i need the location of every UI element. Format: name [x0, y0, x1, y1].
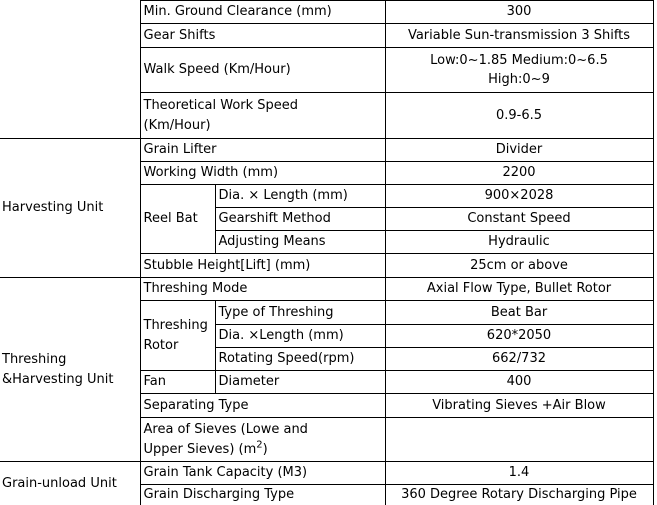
spec-label-cell-area-of-sieves: Area of Sieves (Lowe and Upper Sieves) (…	[139, 417, 386, 462]
spec-label-cell: Grain Discharging Type	[139, 484, 386, 505]
spec-label-cell: Separating Type	[139, 393, 386, 418]
spec-value-cell: 900×2028	[384, 184, 654, 208]
spec-value-cell: Beat Bar	[384, 300, 654, 325]
spec-value-cell: 0.9-6.5	[384, 92, 654, 139]
spec-value-cell: Divider	[384, 138, 654, 162]
spec-label-line2: Upper Sieves) (m	[143, 441, 257, 457]
table-row: Theoretical Work Speed (Km/Hour) 0.9-6.5	[0, 92, 654, 139]
spec-label-cell: Stubble Height[Lift] (mm)	[139, 253, 386, 278]
spec-label-cell: Dia. ×Length (mm)	[214, 324, 386, 348]
subgroup-cell-threshing-rotor: Threshing Rotor	[139, 300, 216, 371]
spec-label-cell: Threshing Mode	[139, 277, 386, 301]
category-cell-grain-unload-unit: Grain-unload Unit	[0, 461, 141, 505]
table-row: Reel Bat Dia. × Length (mm) 900×2028	[0, 184, 654, 254]
spec-value-cell: 25cm or above	[384, 253, 654, 278]
table-row: Grain-unload Unit Grain Tank Capacity (M…	[0, 461, 654, 505]
spec-label-line1: Area of Sieves (Lowe and	[143, 422, 308, 437]
spec-label-cell: Grain Tank Capacity (M3)	[139, 461, 386, 485]
spec-value-cell: 300	[384, 0, 654, 24]
superscript-2: 2	[256, 439, 263, 451]
spec-value-cell: 360 Degree Rotary Discharging Pipe	[384, 484, 654, 505]
table-row: Working Width (mm) 2200	[0, 161, 654, 185]
spec-value-cell: Vibrating Sieves +Air Blow	[384, 393, 654, 418]
table-row: Threshing &Harvesting Unit Threshing Mod…	[0, 277, 654, 462]
spec-value-cell: Hydraulic	[384, 230, 654, 254]
table-row: Fan Diameter 400	[0, 370, 654, 394]
table-row: Grain Discharging Type 360 Degree Rotary…	[0, 484, 654, 505]
category-cell-blank	[0, 0, 141, 139]
spec-value-cell: Variable Sun-transmission 3 Shifts	[384, 23, 654, 48]
subgroup-cell-fan: Fan	[139, 370, 216, 394]
spec-value-cell: Constant Speed	[384, 207, 654, 231]
spec-label-cell: Walk Speed (Km/Hour)	[139, 47, 386, 93]
table-row: Gear Shifts Variable Sun-transmission 3 …	[0, 23, 654, 48]
table-row: Gearshift Method Constant Speed	[0, 207, 654, 231]
table-row: Area of Sieves (Lowe and Upper Sieves) (…	[0, 417, 654, 462]
spec-value-cell: 662/732	[384, 347, 654, 371]
spec-value-cell: 620*2050	[384, 324, 654, 348]
spec-label-cell: Working Width (mm)	[139, 161, 386, 185]
spec-value-cell	[384, 417, 654, 462]
spec-label-cell: Rotating Speed(rpm)	[214, 347, 386, 371]
spec-label-cell: Theoretical Work Speed (Km/Hour)	[139, 92, 386, 139]
table-row: Separating Type Vibrating Sieves +Air Bl…	[0, 393, 654, 418]
spec-value-cell: 1.4	[384, 461, 654, 485]
spec-value-cell: 2200	[384, 161, 654, 185]
category-cell-threshing-unit: Threshing &Harvesting Unit	[0, 277, 141, 462]
spec-label-cell: Dia. × Length (mm)	[214, 184, 386, 208]
subgroup-cell-reel-bat: Reel Bat	[139, 184, 216, 254]
spec-label-cell: Diameter	[214, 370, 386, 394]
spec-label-cell: Grain Lifter	[139, 138, 386, 162]
category-cell-harvesting-unit: Harvesting Unit	[0, 138, 141, 278]
table-row: Adjusting Means Hydraulic	[0, 230, 654, 254]
spec-value-cell: Axial Flow Type, Bullet Rotor	[384, 277, 654, 301]
spec-label-cell: Gear Shifts	[139, 23, 386, 48]
spec-value-cell: 400	[384, 370, 654, 394]
spec-value-cell: Low:0~1.85 Medium:0~6.5 High:0~9	[384, 47, 654, 93]
spec-label-line2-end: )	[262, 441, 268, 457]
spec-label-cell: Min. Ground Clearance (mm)	[139, 0, 386, 24]
spec-label-cell: Gearshift Method	[214, 207, 386, 231]
spec-label-cell: Adjusting Means	[214, 230, 386, 254]
table-row: Rotating Speed(rpm) 662/732	[0, 347, 654, 371]
spec-label-cell: Type of Threshing	[214, 300, 386, 325]
table-row: Harvesting Unit Grain Lifter Divider	[0, 138, 654, 278]
table-row: Min. Ground Clearance (mm) 300	[0, 0, 654, 139]
table-row: Walk Speed (Km/Hour) Low:0~1.85 Medium:0…	[0, 47, 654, 93]
